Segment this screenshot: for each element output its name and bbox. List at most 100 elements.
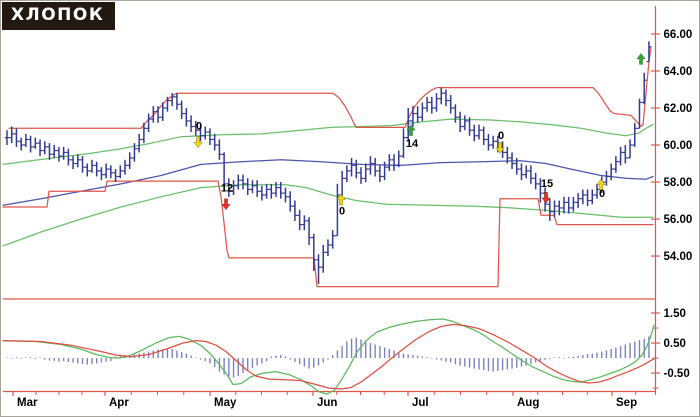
yellow-up-arrow-marker: 0 <box>336 193 346 218</box>
ohlc-bar <box>618 146 623 166</box>
ohlc-bar <box>486 133 491 151</box>
ohlc-bar <box>594 183 600 199</box>
price-axis-label: 54.00 <box>664 251 693 263</box>
marker-label: 0 <box>196 121 202 133</box>
ohlc-bar <box>646 41 652 63</box>
ohlc-bar <box>325 239 331 257</box>
ohlc-bar <box>14 128 19 147</box>
ohlc-bar <box>245 178 251 195</box>
ohlc-bar <box>316 254 321 284</box>
ohlc-bar <box>556 200 562 216</box>
ohlc-bar <box>122 159 128 175</box>
ohlc-bar <box>146 113 151 133</box>
ohlc-bar <box>212 133 217 151</box>
ohlc-bar <box>528 165 534 184</box>
ohlc-bar <box>269 183 274 199</box>
month-axis-label: May <box>214 397 237 409</box>
ohlc-bar <box>467 117 472 136</box>
ohlc-bar <box>226 178 232 197</box>
up-arrow-icon <box>336 193 346 206</box>
marker-label: 0 <box>599 188 605 200</box>
axes-and-labels: 66.00 64.00 62.00 60.00 58.00 56.00 54.00 1.50 0… <box>12 29 693 409</box>
ohlc-bar <box>141 122 147 144</box>
ohlc-bar <box>94 161 99 177</box>
ohlc-bar <box>335 183 340 237</box>
ohlc-bar <box>604 170 609 186</box>
up-arrow-icon <box>406 124 416 136</box>
ohlc-bar <box>202 126 208 140</box>
yellow-down-arrow-marker: 0 <box>193 121 203 149</box>
green-up-arrow-marker: 14 <box>406 124 419 150</box>
ohlc-bar <box>514 157 520 175</box>
ohlc-bar <box>641 72 647 105</box>
ohlc-bar <box>84 163 90 177</box>
ohlc-bar <box>174 93 180 110</box>
ohlc-bar <box>108 165 114 179</box>
ohlc-bar <box>37 139 43 157</box>
yellow-down-arrow-marker: 0 <box>495 130 505 154</box>
month-axis-label: Apr <box>109 397 129 409</box>
down-arrow-icon <box>221 198 231 211</box>
ohlc-bar <box>306 217 312 245</box>
ohlc-bar <box>4 130 10 146</box>
ohlc-bar <box>358 167 364 184</box>
up-arrow-icon <box>636 52 646 65</box>
band-upper-line <box>2 118 654 166</box>
ohlc-bar <box>585 189 590 207</box>
month-axis-label: Sep <box>616 397 637 409</box>
price-axis-label: 58.00 <box>664 177 693 189</box>
signal-line <box>2 323 655 390</box>
ohlc-bar <box>278 182 284 199</box>
ohlc-bar <box>552 200 557 218</box>
ohlc-bar <box>353 159 359 179</box>
ohlc-bar <box>56 146 62 162</box>
ohlc-bar <box>372 157 378 177</box>
ohlc-bar <box>132 143 137 162</box>
osc-axis-label: 0.50 <box>664 338 686 350</box>
osc-axis-label: -0.50 <box>664 368 690 380</box>
marker-label: 0 <box>498 130 504 142</box>
ohlc-bar <box>28 135 33 153</box>
ohlc-bar <box>287 191 293 212</box>
marker-label: 14 <box>406 138 419 150</box>
ohlc-bar <box>127 152 133 170</box>
month-axis-label: Jul <box>412 397 429 409</box>
price-panel <box>2 41 654 288</box>
ohlc-bar <box>51 145 57 158</box>
price-axis-label: 56.00 <box>664 214 693 226</box>
band-lower-line <box>2 184 654 247</box>
ohlc-bar <box>89 159 95 173</box>
month-axis-label: Jun <box>317 397 337 409</box>
ohlc-bar <box>221 152 227 190</box>
down-arrow-icon <box>541 192 551 204</box>
ohlc-bar <box>254 180 260 197</box>
down-arrow-icon <box>495 142 505 154</box>
signal-markers: 0 12 0 14 0 15 0 <box>193 52 646 218</box>
ohlc-bar <box>188 115 194 133</box>
ohlc-bar <box>401 128 406 158</box>
ohlc-bar <box>165 96 170 112</box>
ohlc-bar <box>193 120 199 136</box>
ohlc-bar <box>151 106 156 123</box>
ohlc-bar <box>240 174 246 190</box>
ohlc-bar <box>33 137 38 149</box>
ohlc-bar <box>613 156 619 173</box>
ohlc-bar <box>457 111 463 133</box>
ohlc-bar <box>330 230 335 249</box>
oscillator-panel <box>2 318 655 395</box>
month-axis-label: Aug <box>517 397 539 409</box>
ohlc-bar <box>623 145 628 164</box>
up-arrow-icon <box>596 178 606 191</box>
ohlc-bar <box>302 215 307 231</box>
ohlc-bar <box>368 156 373 175</box>
ohlc-bar <box>169 93 175 107</box>
ohlc-bar <box>349 157 354 177</box>
ohlc-bar <box>405 107 411 142</box>
ohlc-bar <box>637 98 642 129</box>
ohlc-bar <box>235 174 241 190</box>
yellow-up-arrow-marker: 0 <box>596 178 606 200</box>
ohlc-bar <box>453 104 458 123</box>
marker-label: 12 <box>221 183 233 195</box>
ohlc-bar <box>448 95 453 114</box>
